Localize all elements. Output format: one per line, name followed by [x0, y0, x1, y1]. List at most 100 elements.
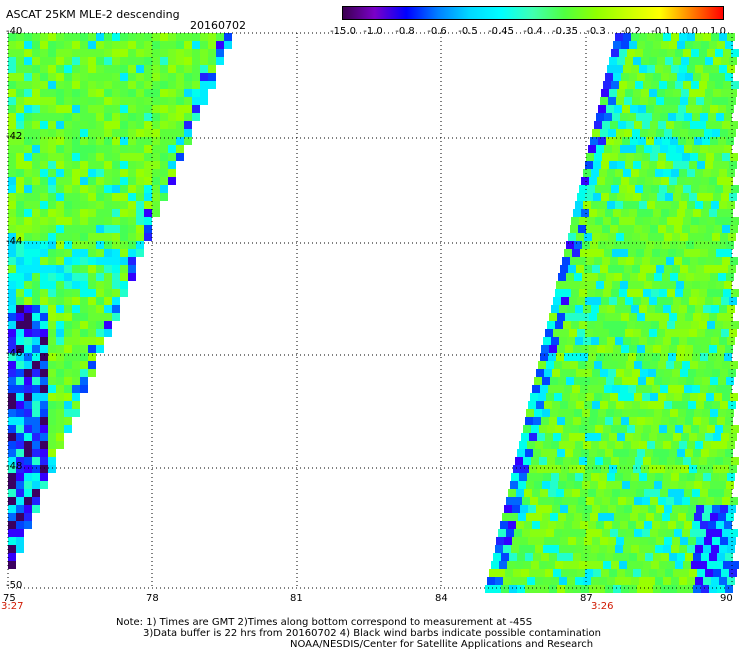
data-cell [620, 489, 628, 497]
data-cell [160, 129, 168, 137]
data-cell [56, 345, 64, 353]
data-cell [40, 121, 48, 129]
data-cell [72, 73, 80, 81]
data-cell [120, 241, 128, 249]
data-cell [136, 153, 144, 161]
data-cell [561, 465, 569, 473]
data-cell [637, 585, 645, 593]
data-cell [535, 473, 543, 481]
data-cell [24, 393, 32, 401]
data-cell [705, 433, 713, 441]
data-cell [726, 241, 734, 249]
data-cell [684, 521, 692, 529]
data-cell [619, 81, 627, 89]
data-cell [656, 233, 664, 241]
data-cell [8, 369, 16, 377]
data-cells [8, 33, 739, 593]
data-cell [693, 41, 701, 49]
data-cell [500, 521, 508, 529]
data-cell [711, 169, 719, 177]
data-cell [651, 425, 659, 433]
data-cell [64, 409, 72, 417]
data-cell [112, 209, 120, 217]
data-cell [56, 401, 64, 409]
data-cell [598, 513, 606, 521]
data-cell [520, 505, 528, 513]
data-cell [32, 121, 40, 129]
data-cell [533, 417, 541, 425]
data-cell [676, 113, 684, 121]
data-cell [671, 201, 679, 209]
data-cell [668, 353, 676, 361]
data-cell [696, 97, 704, 105]
data-cell [56, 233, 64, 241]
data-cell [40, 89, 48, 97]
data-cell [104, 169, 112, 177]
data-cell [636, 145, 644, 153]
data-cell [144, 129, 152, 137]
data-cell [589, 345, 597, 353]
data-cell [128, 217, 136, 225]
data-cell [568, 537, 576, 545]
data-cell [519, 545, 527, 553]
data-cell [56, 289, 64, 297]
data-cell [654, 377, 662, 385]
data-cell [16, 521, 24, 529]
data-cell [48, 337, 56, 345]
data-cell [652, 281, 660, 289]
data-cell [496, 537, 504, 545]
data-cell [623, 305, 631, 313]
data-cell [566, 241, 574, 249]
data-cell [48, 129, 56, 137]
data-cell [680, 505, 688, 513]
data-cell [24, 57, 32, 65]
data-cell [168, 57, 176, 65]
data-cell [715, 217, 723, 225]
data-cell [128, 81, 136, 89]
data-cell [713, 57, 721, 65]
data-cell [72, 353, 80, 361]
data-cell [725, 209, 733, 217]
data-cell [666, 257, 674, 265]
data-cell [600, 97, 608, 105]
data-cell [596, 353, 604, 361]
data-cell [591, 545, 599, 553]
data-cell [594, 361, 602, 369]
data-cell [674, 153, 682, 161]
data-cell [658, 393, 666, 401]
data-cell [681, 329, 689, 337]
data-cell [40, 113, 48, 121]
data-cell [176, 97, 184, 105]
data-cell [717, 553, 725, 561]
data-cell [597, 585, 605, 593]
data-cell [104, 65, 112, 73]
data-cell [643, 185, 651, 193]
data-cell [609, 297, 617, 305]
data-cell [72, 113, 80, 121]
data-cell [120, 73, 128, 81]
data-cell [684, 281, 692, 289]
data-cell [674, 497, 682, 505]
data-cell [72, 393, 80, 401]
data-cell [579, 457, 587, 465]
data-cell [639, 441, 647, 449]
data-cell [8, 209, 16, 217]
data-cell [677, 41, 685, 49]
data-cell [120, 105, 128, 113]
data-cell [8, 161, 16, 169]
data-cell [627, 185, 635, 193]
data-cell [583, 545, 591, 553]
data-cell [32, 305, 40, 313]
data-cell [720, 369, 728, 377]
data-cell [651, 457, 659, 465]
data-cell [176, 121, 184, 129]
data-cell [727, 33, 735, 41]
data-cell [687, 305, 695, 313]
data-cell [573, 585, 581, 593]
data-cell [56, 129, 64, 137]
data-cell [679, 337, 687, 345]
data-cell [128, 145, 136, 153]
data-cell [673, 465, 681, 473]
data-cell [640, 97, 648, 105]
data-cell [559, 473, 567, 481]
